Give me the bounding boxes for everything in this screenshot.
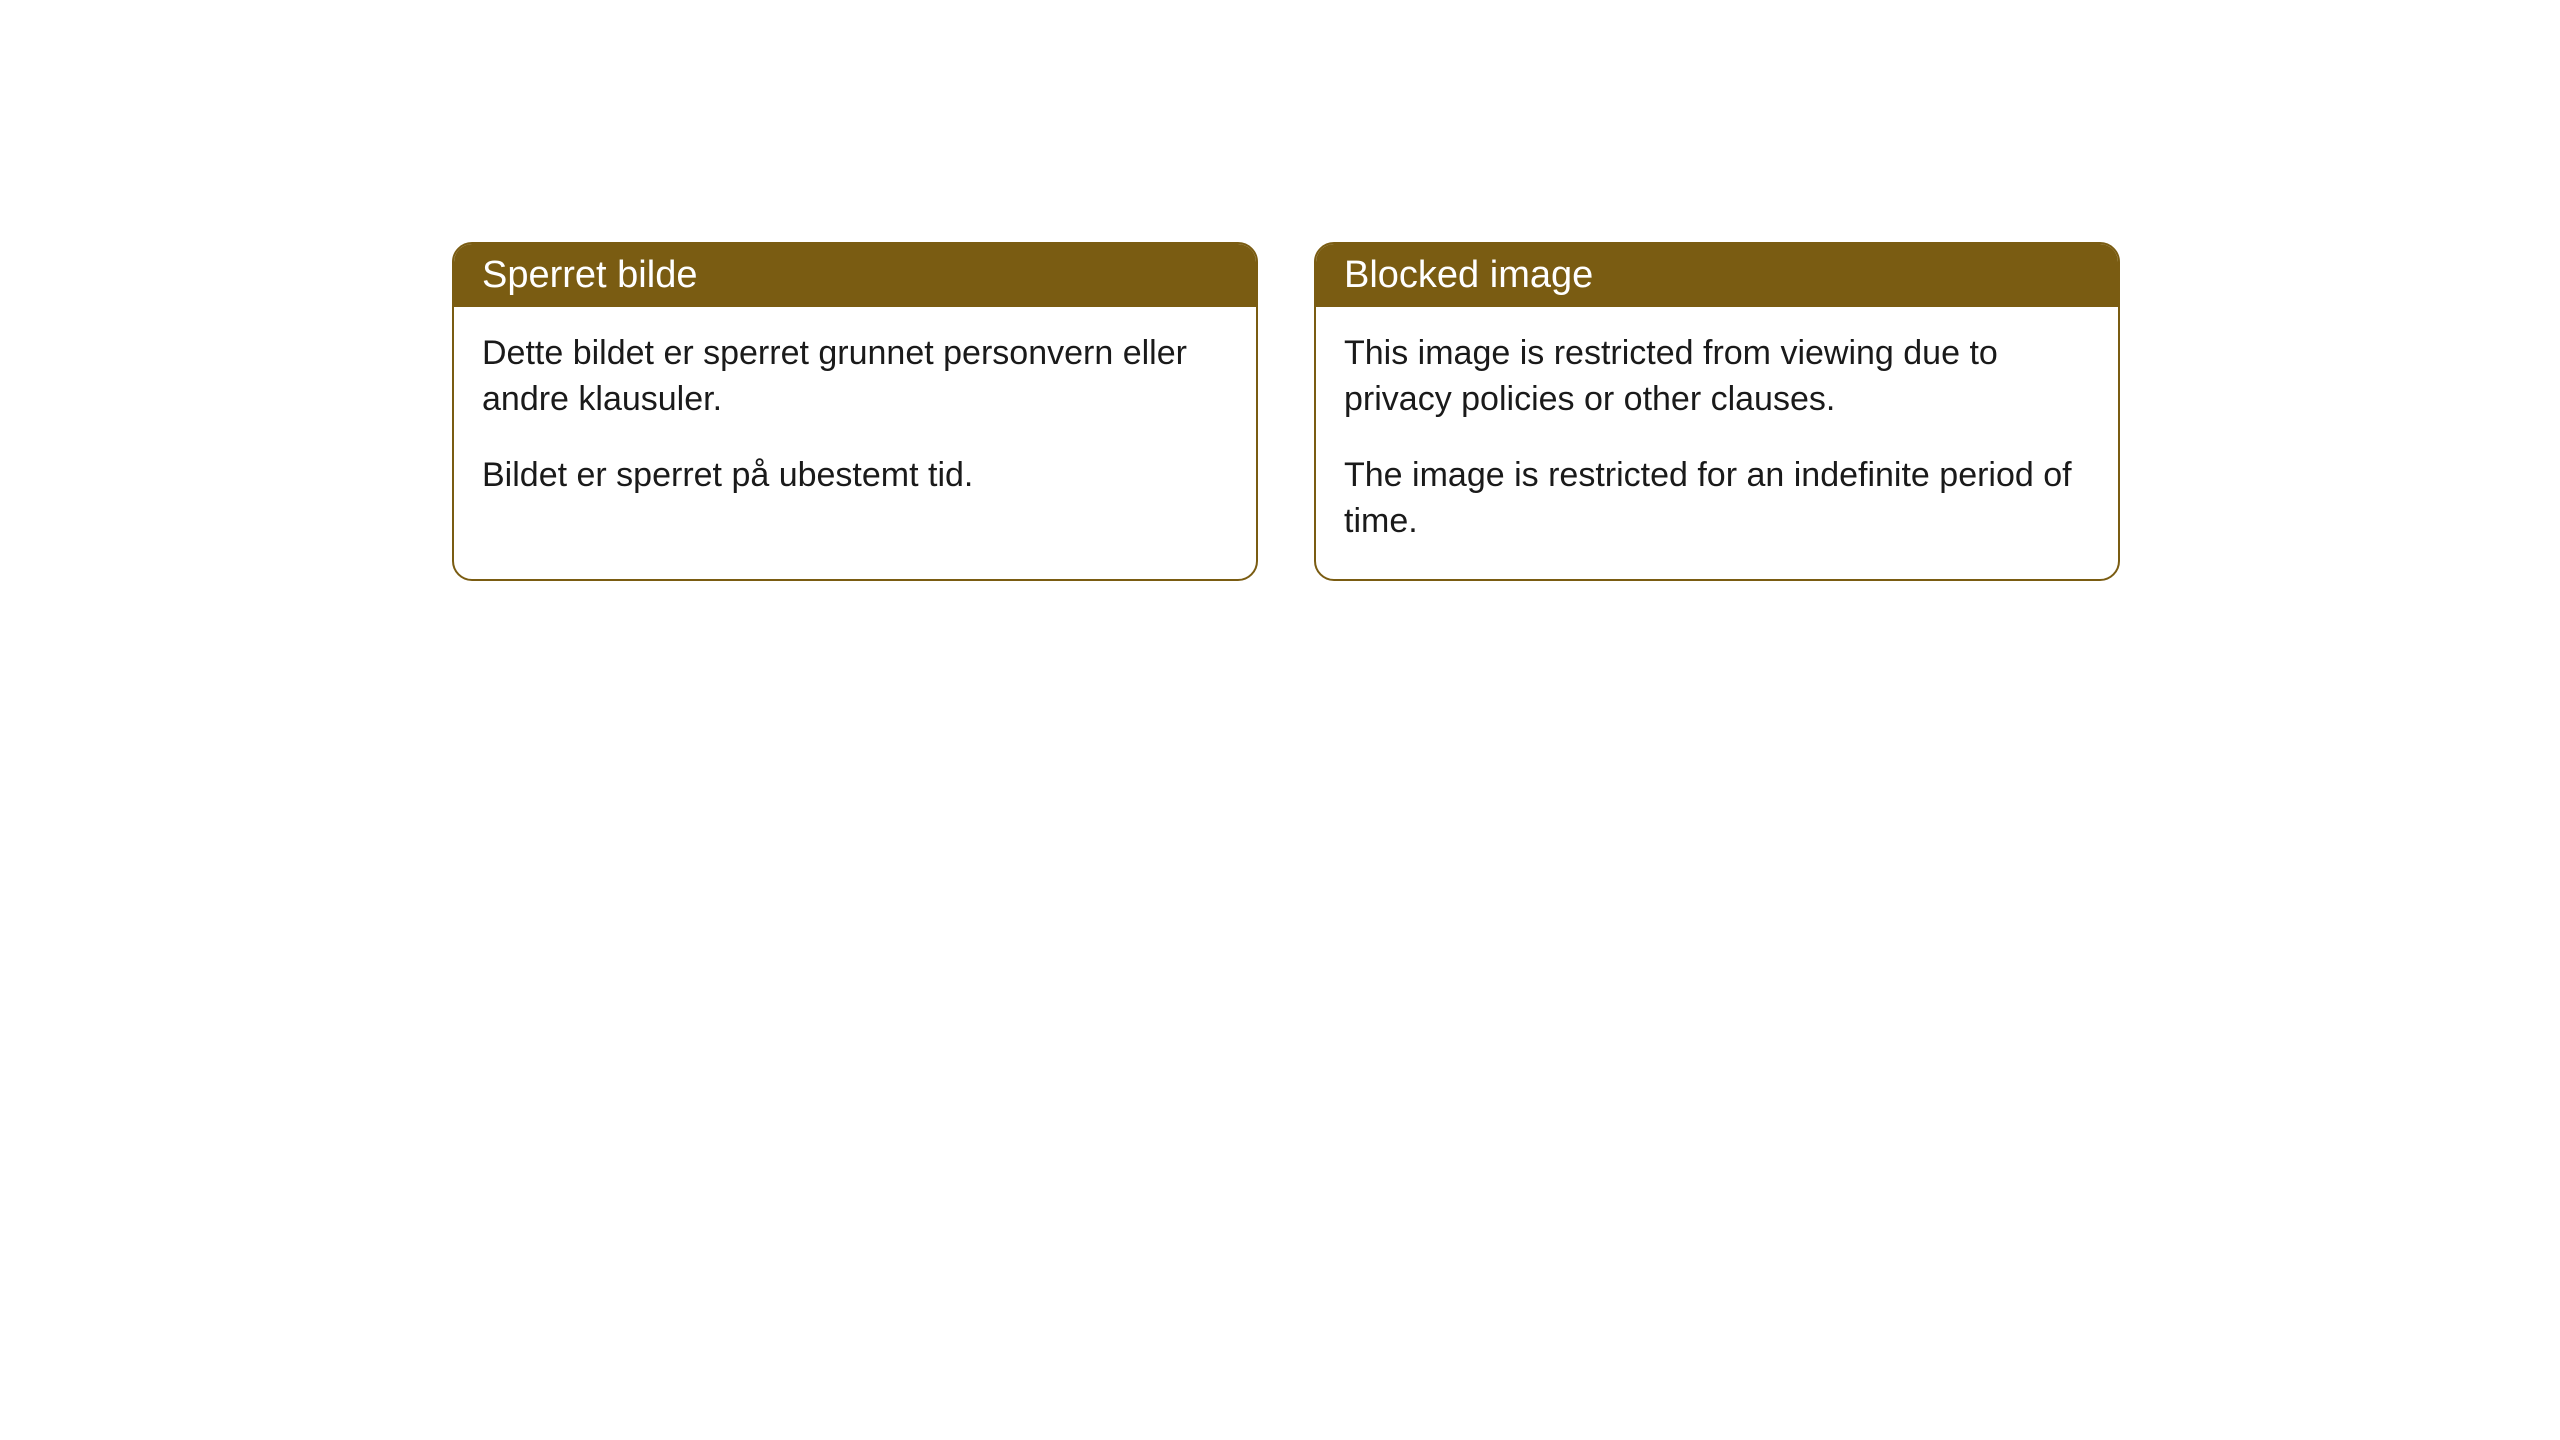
notice-paragraph: The image is restricted for an indefinit… [1344, 453, 2090, 545]
notice-paragraph: Bildet er sperret på ubestemt tid. [482, 453, 1228, 499]
notice-title: Sperret bilde [482, 254, 697, 296]
notice-header-norwegian: Sperret bilde [454, 244, 1256, 307]
notice-body-norwegian: Dette bildet er sperret grunnet personve… [454, 307, 1256, 533]
notice-card-english: Blocked image This image is restricted f… [1314, 242, 2120, 581]
notice-cards-container: Sperret bilde Dette bildet er sperret gr… [452, 242, 2560, 581]
notice-paragraph: Dette bildet er sperret grunnet personve… [482, 331, 1228, 423]
notice-body-english: This image is restricted from viewing du… [1316, 307, 2118, 579]
notice-header-english: Blocked image [1316, 244, 2118, 307]
notice-title: Blocked image [1344, 254, 1593, 296]
notice-paragraph: This image is restricted from viewing du… [1344, 331, 2090, 423]
notice-card-norwegian: Sperret bilde Dette bildet er sperret gr… [452, 242, 1258, 581]
